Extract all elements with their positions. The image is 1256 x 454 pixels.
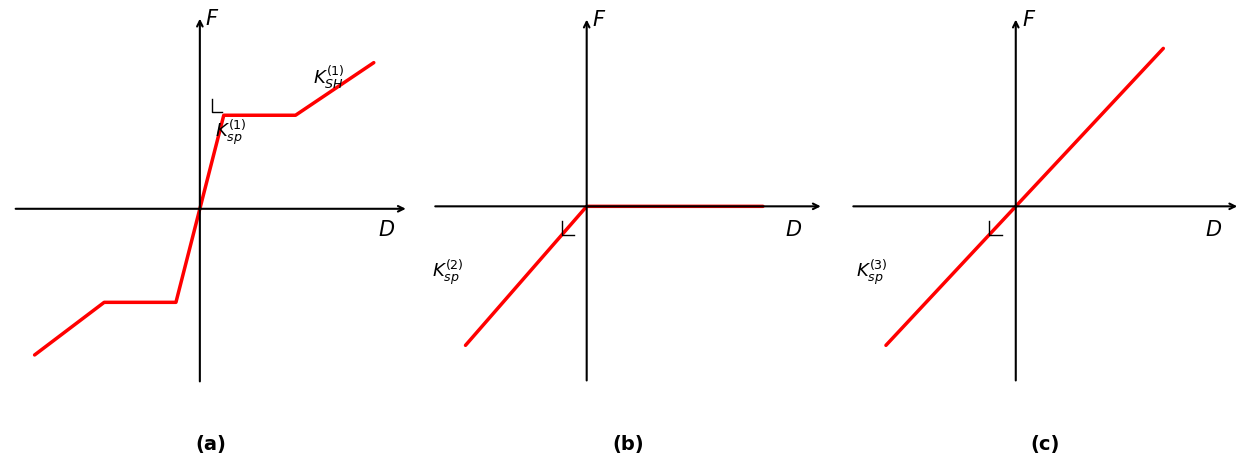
Text: (b): (b) [612,435,644,454]
Text: $K_{sp}^{(2)}$: $K_{sp}^{(2)}$ [432,258,465,287]
Text: $D$: $D$ [378,221,396,241]
Text: $K_{sp}^{(3)}$: $K_{sp}^{(3)}$ [857,258,888,287]
Text: (a): (a) [195,435,226,454]
Text: $D$: $D$ [785,220,803,240]
Text: $D$: $D$ [1205,220,1222,240]
Text: $F$: $F$ [205,9,220,29]
Text: $K_{sp}^{(1)}$: $K_{sp}^{(1)}$ [215,118,247,148]
Text: $K_{SH}^{(1)}$: $K_{SH}^{(1)}$ [313,64,344,91]
Text: (c): (c) [1031,435,1060,454]
Text: $F$: $F$ [1021,10,1036,30]
Text: $F$: $F$ [592,10,607,30]
